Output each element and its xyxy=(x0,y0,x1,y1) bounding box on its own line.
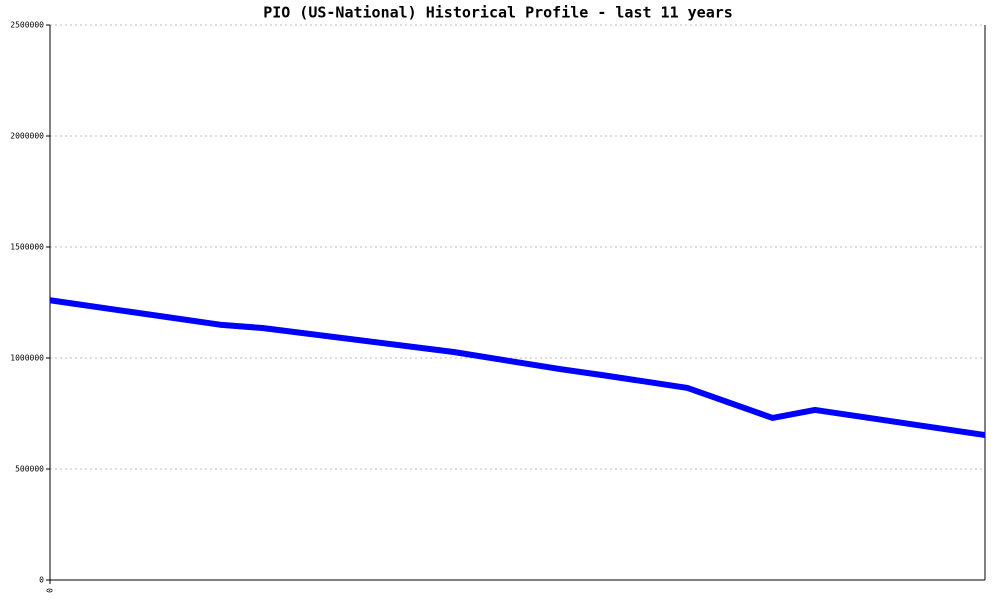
y-tick-label: 1000000 xyxy=(10,354,44,363)
y-tick-label: 1500000 xyxy=(10,243,44,252)
chart-title: PIO (US-National) Historical Profile - l… xyxy=(263,4,733,22)
x-tick-label: 0 xyxy=(46,588,55,593)
y-tick-label: 2500000 xyxy=(10,21,44,30)
y-tick-label: 2000000 xyxy=(10,132,44,141)
data-line xyxy=(49,297,986,439)
y-tick-label: 0 xyxy=(39,576,44,585)
y-tick-label: 500000 xyxy=(15,465,44,474)
